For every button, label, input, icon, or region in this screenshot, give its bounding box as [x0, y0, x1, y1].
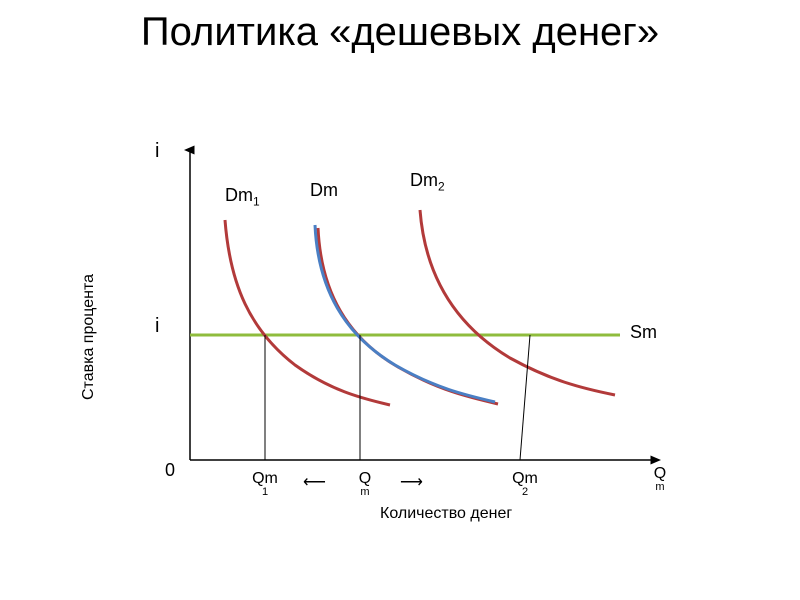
shift-arrow-right: ⟶ [400, 472, 423, 492]
origin-label: 0 [165, 460, 175, 481]
label-dm: Dm [310, 180, 338, 201]
shift-arrow-left: ⟵ [303, 472, 326, 492]
chart-area: i i 0 Ставка процента Количество денег D… [60, 140, 740, 570]
tick-qm2: Qm2 [505, 470, 545, 498]
label-dm1: Dm1 [225, 185, 260, 209]
y-axis-label-mid: i [155, 315, 159, 338]
label-sm: Sm [630, 322, 657, 343]
curve-dm1 [225, 220, 390, 405]
drop-line-qm2 [520, 335, 530, 460]
tick-qm1: Qm1 [245, 470, 285, 498]
tick-qm: Qm [345, 470, 385, 498]
label-dm2: Dm2 [410, 170, 445, 194]
y-axis-title: Ставка процента [80, 274, 98, 400]
x-axis-title: Количество денег [380, 505, 512, 523]
y-axis-label-top: i [155, 140, 159, 163]
tick-qm-end: Qm [640, 465, 680, 493]
curve-dm2 [420, 210, 615, 395]
page-title: Политика «дешевых денег» [0, 10, 800, 54]
curve-dm-shadow [318, 228, 498, 404]
curve-dm [315, 225, 495, 402]
